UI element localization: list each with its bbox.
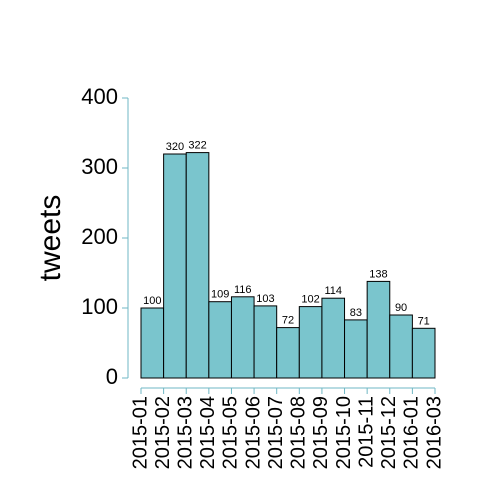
y-tick-label: 0 bbox=[106, 364, 118, 389]
bar bbox=[230, 296, 255, 379]
bar bbox=[140, 307, 165, 379]
x-tick-label: 2015-06 bbox=[242, 396, 264, 469]
x-tick-label: 2015-07 bbox=[265, 396, 287, 469]
bar bbox=[298, 306, 323, 379]
y-tick-label: 400 bbox=[81, 84, 118, 109]
value-label: 103 bbox=[256, 293, 274, 305]
value-label: 72 bbox=[282, 315, 294, 327]
x-tick-label: 2015-01 bbox=[129, 396, 151, 469]
bar bbox=[253, 305, 278, 379]
bar bbox=[344, 319, 368, 379]
value-label: 320 bbox=[166, 141, 184, 153]
value-label: 114 bbox=[324, 285, 342, 297]
x-tick-label: 2015-12 bbox=[378, 396, 400, 469]
x-tick-label: 2015-05 bbox=[220, 396, 242, 469]
value-label: 83 bbox=[350, 307, 362, 319]
value-label: 109 bbox=[211, 289, 229, 301]
x-tick-label: 2015-08 bbox=[288, 396, 310, 469]
x-tick-label: 2016-01 bbox=[401, 396, 423, 469]
bar bbox=[163, 153, 187, 379]
value-label: 102 bbox=[301, 294, 319, 306]
value-label: 138 bbox=[369, 268, 387, 280]
y-tick-label: 200 bbox=[81, 224, 118, 249]
bar bbox=[208, 301, 232, 379]
value-label: 116 bbox=[234, 284, 252, 296]
y-tick-label: 300 bbox=[81, 154, 118, 179]
x-tick-label: 2015-10 bbox=[333, 396, 355, 469]
x-tick-label: 2015-02 bbox=[152, 396, 174, 469]
value-label: 322 bbox=[188, 140, 206, 152]
y-axis-label: tweets bbox=[34, 195, 67, 282]
y-tick-label: 100 bbox=[81, 294, 118, 319]
x-tick-label: 2015-11 bbox=[355, 396, 377, 468]
bar bbox=[366, 280, 391, 379]
x-tick-label: 2016-03 bbox=[423, 396, 445, 469]
value-label: 100 bbox=[143, 295, 161, 307]
bar bbox=[276, 327, 300, 379]
bar bbox=[321, 297, 346, 379]
bar bbox=[411, 327, 436, 379]
bar bbox=[389, 314, 413, 379]
value-label: 90 bbox=[395, 302, 407, 314]
value-label: 71 bbox=[418, 315, 430, 327]
x-tick-label: 2015-09 bbox=[310, 396, 332, 469]
bar bbox=[185, 152, 210, 379]
x-tick-label: 2015-03 bbox=[175, 396, 197, 469]
x-tick-label: 2015-04 bbox=[197, 396, 219, 469]
